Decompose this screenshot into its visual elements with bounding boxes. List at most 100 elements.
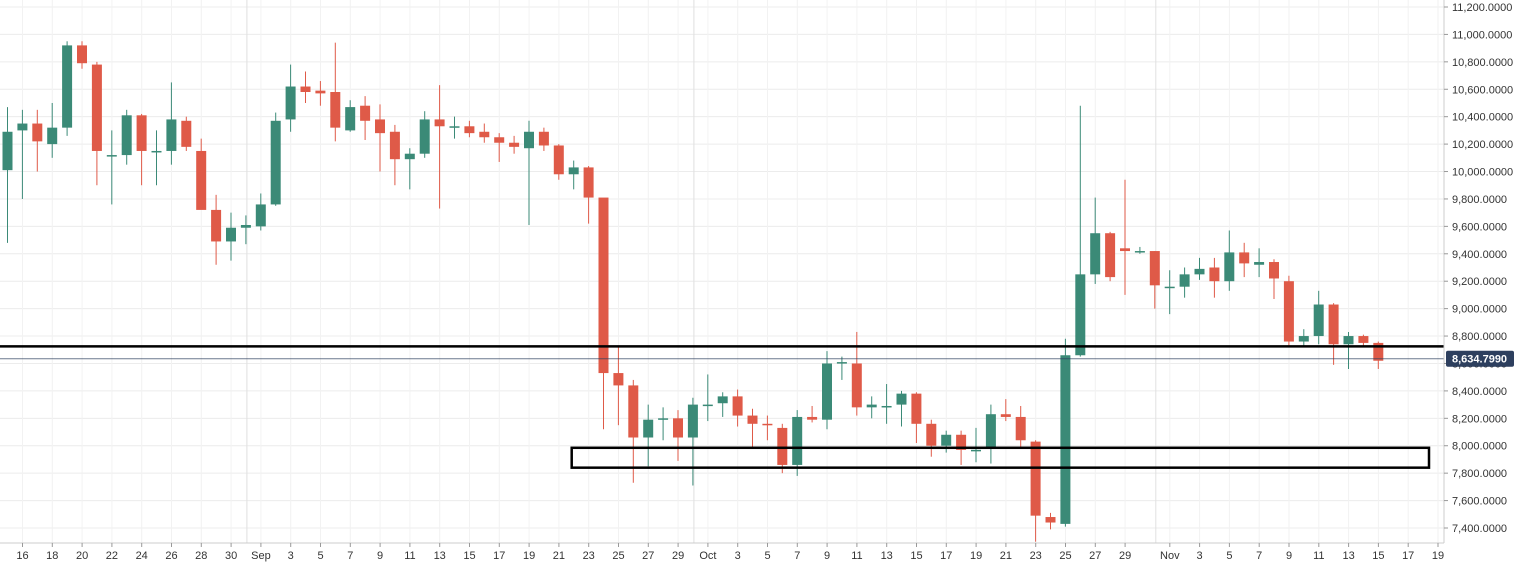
x-tick-label: 3 xyxy=(288,550,294,562)
x-tick-label: 15 xyxy=(910,550,922,562)
x-axis: 16 18 20 22 24 26 28 30 Sep 3 5 7 9 11 13 15 17 19 21 23 25 2… xyxy=(16,543,1444,562)
candle-body xyxy=(762,423,773,426)
candle-body xyxy=(91,64,102,151)
x-tick-label: 20 xyxy=(76,550,88,562)
candle-body xyxy=(1015,416,1026,441)
y-tick-label: 9,600.0000 xyxy=(1452,221,1507,233)
candle-body xyxy=(32,123,43,142)
candle-body xyxy=(881,405,892,408)
x-tick-label: 27 xyxy=(1089,550,1101,562)
x-tick-label: 11 xyxy=(851,550,862,562)
x-tick-label: 11 xyxy=(404,550,415,562)
y-tick-label: 7,800.0000 xyxy=(1452,468,1507,480)
candle-body xyxy=(240,224,251,228)
candle-body xyxy=(1075,274,1086,356)
candle-body xyxy=(1343,336,1354,345)
x-tick-label: 29 xyxy=(672,550,684,562)
x-tick-label: 5 xyxy=(317,550,323,562)
y-tick-label: 8,200.0000 xyxy=(1452,413,1507,425)
candle-body xyxy=(836,362,847,364)
x-tick-label: 13 xyxy=(434,550,446,562)
candle-body xyxy=(449,126,460,128)
y-tick-label: 9,800.0000 xyxy=(1452,194,1507,206)
x-tick-label: 9 xyxy=(377,550,383,562)
candle-body xyxy=(151,150,162,153)
x-tick-label: 15 xyxy=(1372,550,1384,562)
candle-body xyxy=(1313,304,1324,337)
candle-body xyxy=(404,153,415,160)
candle-body xyxy=(538,131,549,146)
x-tick-label: 21 xyxy=(1000,550,1012,562)
candle-body xyxy=(777,427,788,465)
x-tick-label: 17 xyxy=(940,550,952,562)
x-tick-label: 23 xyxy=(583,550,595,562)
candle-body xyxy=(375,119,385,134)
y-tick-label: 10,800.0000 xyxy=(1452,57,1513,69)
candle-body xyxy=(77,45,87,64)
candle-body xyxy=(389,131,400,160)
y-tick-label: 10,000.0000 xyxy=(1452,167,1513,179)
x-tick-label: 13 xyxy=(1342,550,1354,562)
candle-body xyxy=(136,115,147,151)
candle-body xyxy=(598,197,609,374)
candle-body xyxy=(687,404,698,438)
y-tick-label: 9,200.0000 xyxy=(1452,276,1507,288)
candle-body xyxy=(1060,355,1071,524)
candle-body xyxy=(1373,342,1384,361)
y-tick-label: 9,400.0000 xyxy=(1452,249,1507,261)
candle-body xyxy=(47,127,58,145)
candle-body xyxy=(568,167,579,175)
x-tick-label: 27 xyxy=(642,550,654,562)
x-tick-label: 9 xyxy=(1286,550,1292,562)
y-tick-label: 10,600.0000 xyxy=(1452,84,1513,96)
x-tick-label: 18 xyxy=(46,550,58,562)
candle-body xyxy=(807,416,818,420)
candle-body xyxy=(583,167,594,198)
candle-body xyxy=(1283,281,1294,342)
candle-body xyxy=(196,150,207,210)
candle-body xyxy=(1030,441,1041,516)
candle-body xyxy=(866,404,877,408)
candle-body xyxy=(1269,262,1279,279)
x-tick-label: Sep xyxy=(251,550,271,562)
annotations xyxy=(0,345,1444,469)
candle-body xyxy=(1179,274,1190,287)
candle-body xyxy=(1328,304,1339,345)
candle-body xyxy=(1045,517,1056,523)
candle-body xyxy=(553,145,564,175)
candle-body xyxy=(747,415,758,424)
grid xyxy=(0,0,1444,543)
candle-body xyxy=(643,419,654,438)
candle-body xyxy=(1239,252,1250,264)
candle-body xyxy=(434,119,445,127)
x-tick-label: 3 xyxy=(1197,550,1203,562)
candle-body xyxy=(360,105,371,121)
candle-body xyxy=(941,434,952,446)
x-tick-label: 26 xyxy=(165,550,177,562)
candle-body xyxy=(956,434,967,450)
candle-body xyxy=(1358,336,1369,343)
candles xyxy=(2,41,1384,542)
candle-body xyxy=(851,363,862,408)
y-tick-label: 7,600.0000 xyxy=(1452,496,1507,508)
candle-body xyxy=(226,227,236,242)
candle-body xyxy=(1298,336,1309,342)
candle-body xyxy=(613,373,624,386)
x-tick-label: 30 xyxy=(225,550,237,562)
candle-body xyxy=(300,86,311,93)
candle-body xyxy=(255,204,266,227)
candle-body xyxy=(181,120,192,147)
last-price-tag-background xyxy=(1446,350,1514,367)
x-tick-label: 21 xyxy=(553,550,565,562)
x-tick-label: Oct xyxy=(699,550,716,562)
candle-body xyxy=(971,449,981,452)
x-tick-label: 29 xyxy=(1119,550,1131,562)
y-tick-label: 11,000.0000 xyxy=(1452,29,1512,41)
candle-body xyxy=(985,414,996,449)
candle-body xyxy=(732,396,743,416)
x-tick-label: 11 xyxy=(1313,550,1324,562)
candle-body xyxy=(1105,233,1116,278)
candle-body xyxy=(479,131,490,138)
candle-body xyxy=(330,92,341,128)
